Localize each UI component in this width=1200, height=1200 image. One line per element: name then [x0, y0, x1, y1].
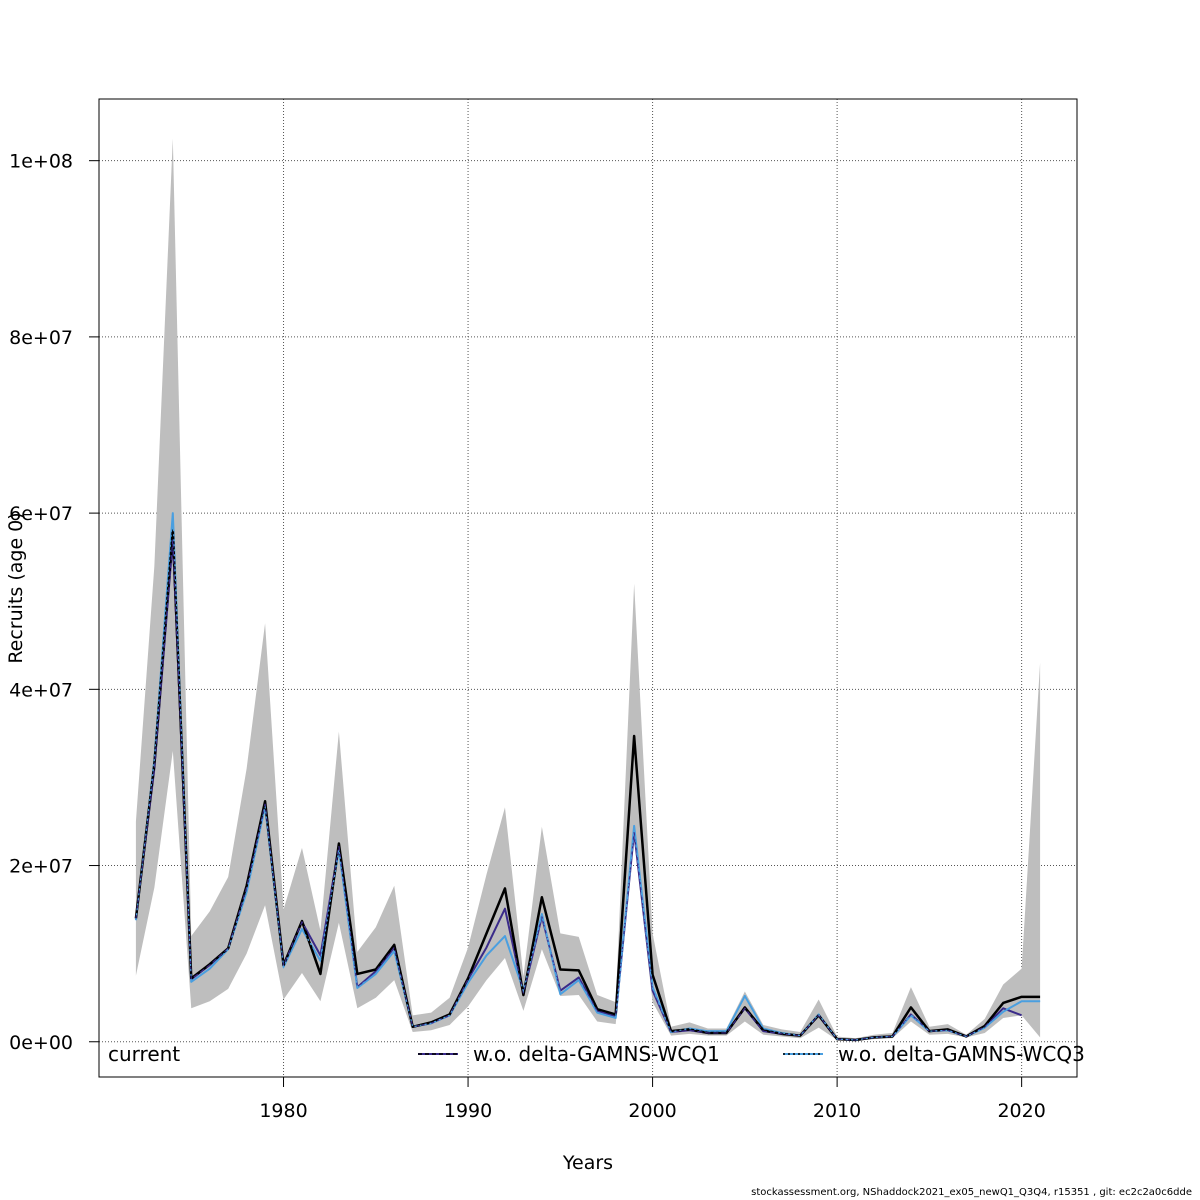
- y-tick-label: 1e+08: [9, 151, 73, 173]
- x-tick-label: 1980: [259, 1100, 307, 1122]
- confidence-band: [135, 138, 1041, 1041]
- footer-credit: stockassessment.org, NShaddock2021_ex05_…: [751, 1187, 1192, 1198]
- legend-label-current: current: [108, 1042, 180, 1066]
- y-tick-label: 4e+07: [9, 679, 73, 701]
- x-tick-label: 2010: [813, 1100, 861, 1122]
- x-tick-label: 2020: [997, 1100, 1045, 1122]
- y-tick-label: 8e+07: [9, 327, 73, 349]
- y-tick-label: 0e+00: [9, 1032, 73, 1054]
- y-axis: 0e+00 2e+07 4e+07 6e+07 8e+07 1e+08: [9, 151, 99, 1054]
- y-tick-label: 6e+07: [9, 503, 73, 525]
- confidence-band-layer: [135, 138, 1041, 1041]
- plot-frame: [98, 98, 1078, 1078]
- x-axis: 1980 1990 2000 2010 2020: [259, 1077, 1046, 1122]
- x-tick-label: 1990: [444, 1100, 492, 1122]
- y-axis-title: Recruits (age 0): [5, 512, 27, 663]
- x-tick-label: 2000: [628, 1100, 676, 1122]
- legend: current w.o. delta-GAMNS-WCQ1 w.o. delta…: [108, 1042, 1085, 1066]
- y-tick-label: 2e+07: [9, 856, 73, 878]
- series-w-o-delta-gamns-wcq1-pattern: [135, 539, 1022, 1041]
- x-axis-title: Years: [562, 1152, 613, 1174]
- series-layer: [134, 512, 1041, 1042]
- legend-label-wcq1: w.o. delta-GAMNS-WCQ1: [473, 1042, 720, 1066]
- legend-label-wcq3: w.o. delta-GAMNS-WCQ3: [838, 1042, 1085, 1066]
